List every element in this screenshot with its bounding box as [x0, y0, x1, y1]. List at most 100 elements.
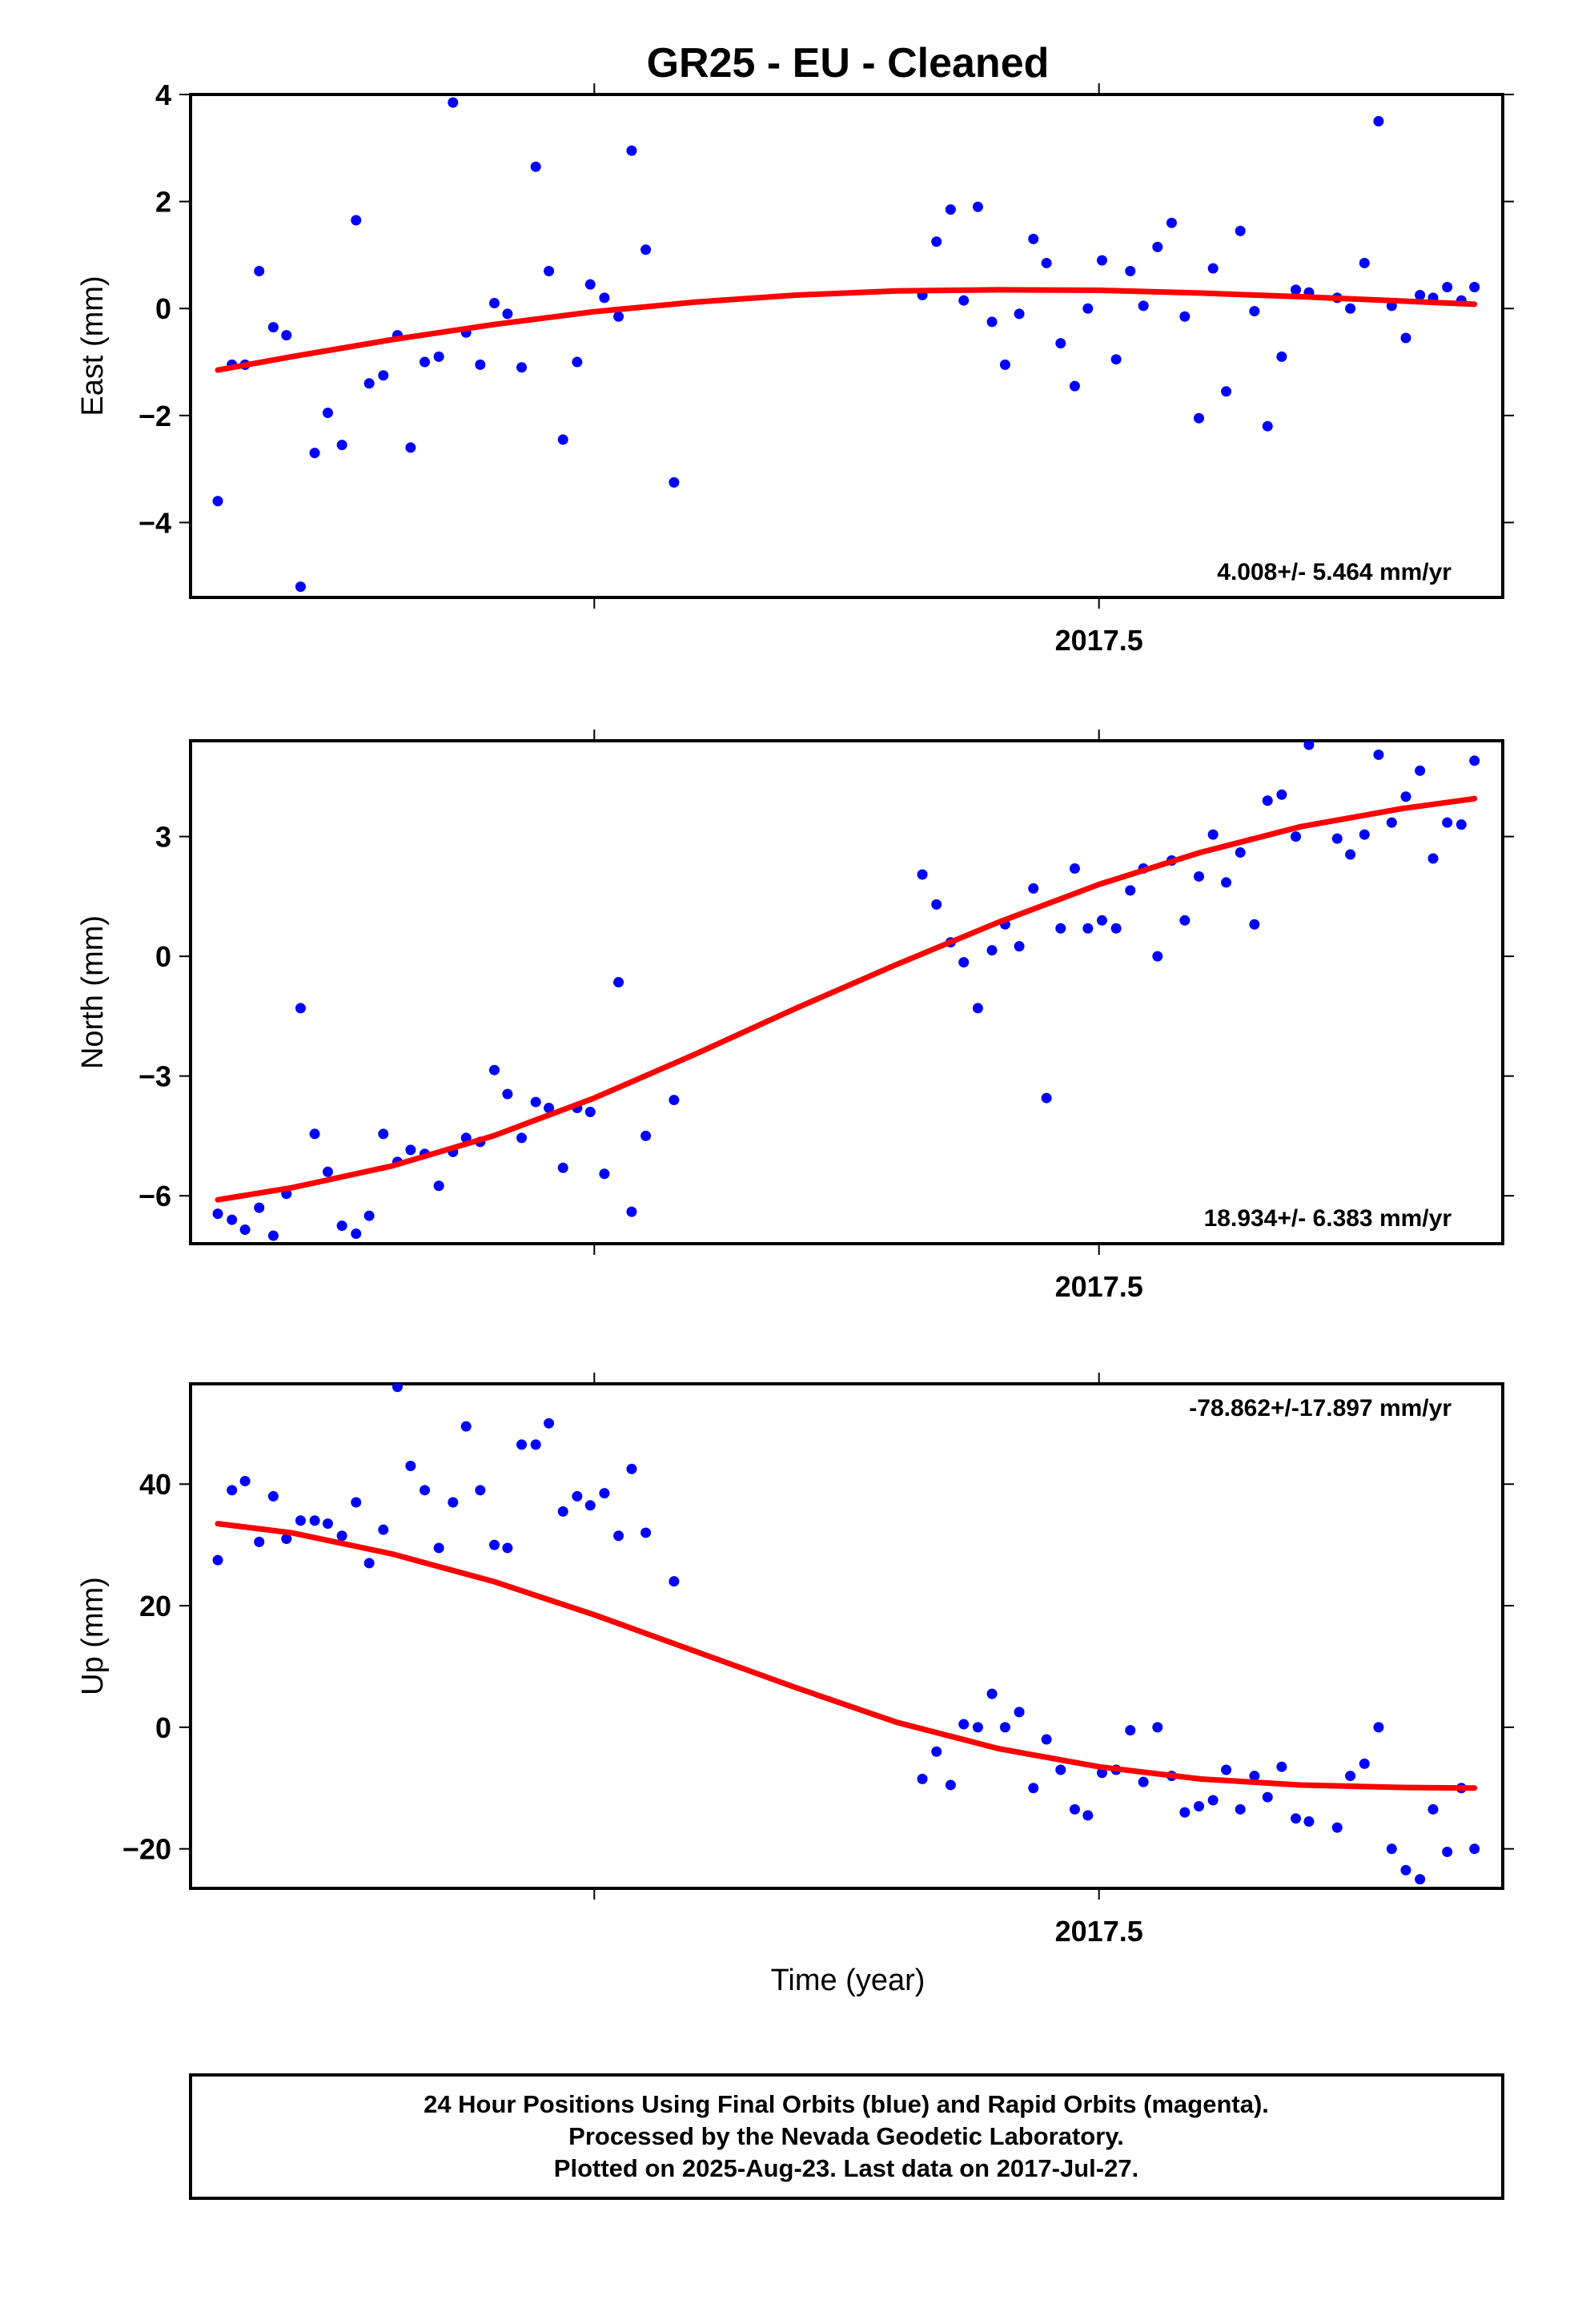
north-point — [1221, 877, 1232, 888]
east-point — [502, 308, 513, 320]
east-point — [1069, 380, 1080, 392]
up-point — [1082, 1810, 1094, 1821]
north-point — [640, 1130, 652, 1141]
north-point — [1386, 817, 1397, 828]
north-point — [1359, 829, 1370, 840]
up-point — [322, 1518, 333, 1530]
north-point — [1373, 749, 1384, 760]
north-point — [584, 1107, 596, 1118]
east-point — [945, 204, 956, 215]
east-point — [281, 330, 292, 341]
east-point — [958, 295, 970, 306]
east-point — [1082, 303, 1094, 314]
up-point — [267, 1490, 279, 1502]
up-point — [475, 1485, 486, 1496]
up-rate-label: -78.862+/-17.897 mm/yr — [1189, 1395, 1452, 1421]
east-point — [419, 356, 430, 368]
up-point — [669, 1576, 680, 1587]
north-point — [336, 1220, 347, 1232]
up-point — [613, 1530, 624, 1542]
east-point — [1262, 420, 1273, 432]
east-point — [1400, 332, 1411, 344]
up-point — [1028, 1783, 1039, 1794]
up-point — [254, 1536, 265, 1547]
east-point — [931, 236, 942, 247]
east-point — [986, 316, 998, 328]
north-point — [986, 945, 998, 956]
up-point — [433, 1542, 444, 1554]
north-xtick-label: 2017.5 — [1055, 1270, 1143, 1303]
north-point — [1427, 853, 1439, 864]
up-point — [351, 1497, 362, 1508]
north-point — [544, 1103, 555, 1114]
east-point — [1138, 300, 1149, 312]
east-point — [1415, 290, 1426, 301]
north-point — [516, 1132, 528, 1144]
up-point — [1194, 1801, 1205, 1812]
east-point — [267, 322, 279, 333]
up-point — [626, 1463, 637, 1474]
north-point — [239, 1224, 251, 1236]
east-point — [557, 434, 568, 445]
east-point — [1166, 217, 1177, 228]
up-point — [1041, 1734, 1052, 1745]
up-point — [1221, 1764, 1232, 1775]
up-point — [1291, 1813, 1302, 1824]
east-point — [626, 145, 637, 156]
east-point — [254, 265, 265, 276]
up-point — [295, 1515, 306, 1526]
east-point — [1041, 257, 1052, 268]
east-point — [1207, 263, 1219, 274]
north-point — [1194, 870, 1205, 882]
up-point — [405, 1460, 416, 1471]
up-point — [1235, 1803, 1246, 1815]
east-point — [351, 215, 362, 226]
up-ytick-label: −20 — [122, 1833, 171, 1866]
north-point — [433, 1180, 444, 1192]
chart-title: GR25 - EU - Cleaned — [647, 40, 1050, 86]
east-xtick-label: 2017.5 — [1055, 624, 1143, 657]
north-point — [1345, 849, 1356, 860]
up-point — [488, 1539, 500, 1550]
up-point — [640, 1527, 652, 1538]
north-frame — [189, 739, 1504, 1245]
east-point — [378, 370, 389, 381]
up-point — [572, 1490, 583, 1502]
east-point — [1373, 115, 1384, 127]
east-point — [1469, 282, 1480, 293]
up-point — [557, 1506, 568, 1517]
north-point — [212, 1208, 223, 1220]
east-point — [613, 311, 624, 322]
east-point — [1179, 311, 1191, 322]
up-point — [1415, 1874, 1426, 1885]
east-point — [1276, 351, 1287, 362]
north-point — [626, 1206, 637, 1217]
east-point — [363, 378, 375, 389]
north-point — [363, 1210, 375, 1221]
north-point — [958, 957, 970, 968]
north-point — [972, 1003, 983, 1014]
up-point — [336, 1530, 347, 1542]
east-point — [544, 265, 555, 276]
north-point — [1179, 915, 1191, 926]
east-point — [1291, 284, 1302, 296]
north-point — [931, 899, 942, 910]
north-point — [669, 1095, 680, 1106]
east-point — [1152, 241, 1163, 252]
up-point — [419, 1485, 430, 1496]
north-point — [1331, 833, 1343, 844]
up-fit-line — [215, 1521, 1478, 1791]
east-point — [584, 279, 596, 290]
up-point — [986, 1688, 998, 1699]
up-point — [516, 1439, 528, 1450]
east-point — [1235, 225, 1246, 236]
east-data — [212, 97, 1480, 593]
east-point — [309, 448, 320, 459]
up-point — [1331, 1822, 1343, 1833]
east-point — [1014, 308, 1025, 320]
north-point — [1262, 795, 1273, 806]
north-point — [254, 1202, 265, 1213]
north-point — [1152, 951, 1163, 962]
up-panel: −20 0 20 40 2017.5 Up (mm) -78.862+/-17.897 mm… — [76, 1373, 1514, 1948]
up-point — [1138, 1776, 1149, 1787]
